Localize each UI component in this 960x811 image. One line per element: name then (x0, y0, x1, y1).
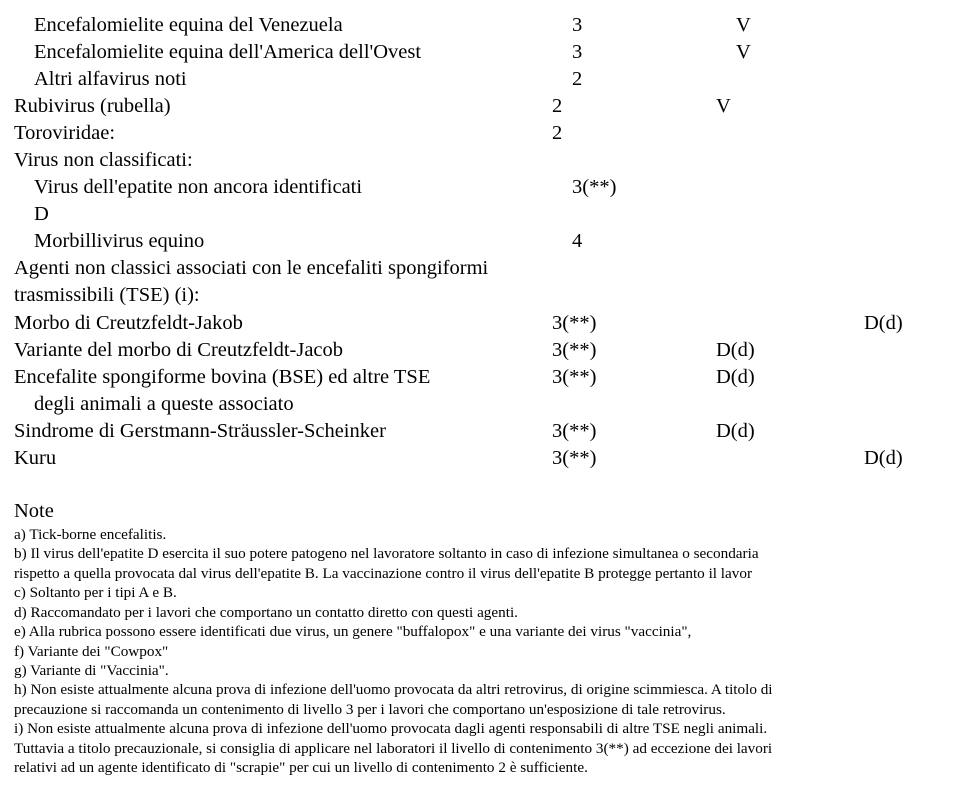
table-row-continuation: D (14, 201, 946, 228)
agent-number: 3 (572, 39, 736, 66)
notes-heading: Note (14, 500, 946, 523)
agent-name: Morbo di Creutzfeldt-Jakob (14, 310, 552, 337)
agent-name: Encefalite spongiforme bovina (BSE) ed a… (14, 364, 552, 391)
agent-name: Kuru (14, 445, 552, 472)
table-row: Encefalomielite equina dell'America dell… (14, 39, 946, 66)
agent-col3: V (736, 12, 884, 39)
table-row: Toroviridae:2 (14, 120, 946, 147)
agent-name: Variante del morbo di Creutzfeldt-Jacob (14, 337, 552, 364)
agent-col3: V (736, 39, 884, 66)
table-row: Morbillivirus equino4 (14, 228, 946, 255)
agent-number: 4 (572, 228, 736, 255)
agent-name: Sindrome di Gerstmann-Sträussler-Scheink… (14, 418, 552, 445)
agent-number: 2 (552, 93, 716, 120)
agent-col3: D(d) (716, 337, 864, 364)
table-row-continuation: degli animali a queste associato (14, 391, 946, 418)
agent-name-cont: degli animali a queste associato (14, 391, 572, 418)
agent-number: 2 (552, 120, 716, 147)
table-row: Rubivirus (rubella)2V (14, 93, 946, 120)
agent-number: 3 (572, 12, 736, 39)
agent-name: Virus dell'epatite non ancora identifica… (14, 174, 572, 201)
note-line: c) Soltanto per i tipi A e B. (14, 583, 946, 602)
note-line: precauzione si raccomanda un conteniment… (14, 700, 946, 719)
notes-section: a) Tick-borne encefalitis.b) Il virus de… (14, 525, 946, 778)
table-row: Virus non classificati: (14, 147, 946, 174)
note-line: rispetto a quella provocata dal virus de… (14, 564, 946, 583)
agent-number: 3(**) (572, 174, 736, 201)
agent-col4: D(d) (864, 310, 903, 337)
note-line: i) Non esiste attualmente alcuna prova d… (14, 719, 946, 738)
agent-name: Toroviridae: (14, 120, 552, 147)
agent-number: 3(**) (552, 418, 716, 445)
agent-col4: D(d) (864, 445, 903, 472)
note-line: Tuttavia a titolo precauzionale, si cons… (14, 739, 946, 758)
note-line: h) Non esiste attualmente alcuna prova d… (14, 680, 946, 699)
agent-number: 3(**) (552, 445, 716, 472)
note-line: relativi ad un agente identificato di "s… (14, 758, 946, 777)
agent-col3: D(d) (716, 364, 864, 391)
table-row: Variante del morbo di Creutzfeldt-Jacob3… (14, 337, 946, 364)
agent-number: 3(**) (552, 337, 716, 364)
agent-name: Virus non classificati: (14, 147, 552, 174)
agent-name: Rubivirus (rubella) (14, 93, 552, 120)
note-line: b) Il virus dell'epatite D esercita il s… (14, 544, 946, 563)
agent-name: Encefalomielite equina dell'America dell… (14, 39, 572, 66)
table-row: Altri alfavirus noti2 (14, 66, 946, 93)
agents-table: Encefalomielite equina del Venezuela3VEn… (14, 12, 946, 472)
note-line: f) Variante dei "Cowpox" (14, 642, 946, 661)
agent-number: 3(**) (552, 364, 716, 391)
table-row: Sindrome di Gerstmann-Sträussler-Scheink… (14, 418, 946, 445)
table-row: Kuru3(**) D(d) (14, 445, 946, 472)
table-row: Encefalite spongiforme bovina (BSE) ed a… (14, 364, 946, 391)
note-line: a) Tick-borne encefalitis. (14, 525, 946, 544)
agent-name: Morbillivirus equino (14, 228, 572, 255)
agent-name: Altri alfavirus noti (14, 66, 572, 93)
note-line: e) Alla rubrica possono essere identific… (14, 622, 946, 641)
agent-number: 2 (572, 66, 736, 93)
table-row: Agenti non classici associati con le enc… (14, 255, 946, 309)
note-line: g) Variante di "Vaccinia". (14, 661, 946, 680)
note-line: d) Raccomandato per i lavori che comport… (14, 603, 946, 622)
table-row: Encefalomielite equina del Venezuela3V (14, 12, 946, 39)
table-row: Virus dell'epatite non ancora identifica… (14, 174, 946, 201)
table-row: Morbo di Creutzfeldt-Jakob3(**) D(d) (14, 310, 946, 337)
agent-col3: D(d) (716, 418, 864, 445)
agent-number: 3(**) (552, 310, 716, 337)
agent-name: Encefalomielite equina del Venezuela (14, 12, 572, 39)
agent-name: Agenti non classici associati con le enc… (14, 255, 552, 309)
agent-name-cont: D (14, 201, 572, 228)
agent-col3: V (716, 93, 864, 120)
